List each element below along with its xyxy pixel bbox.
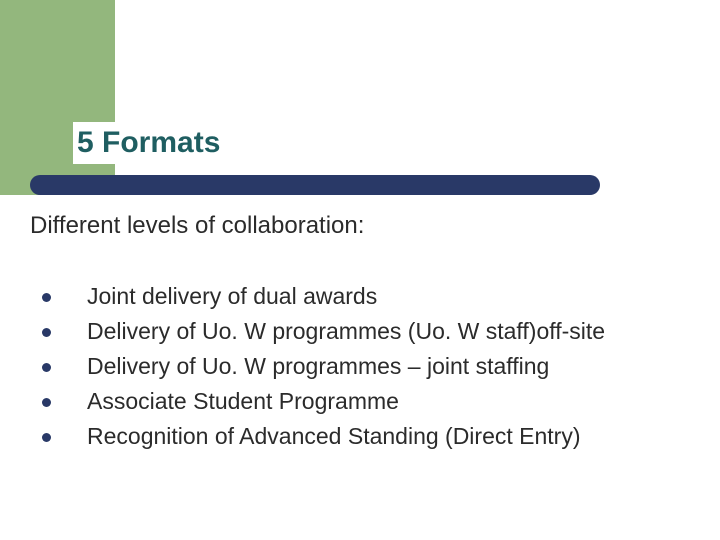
list-item-text: Delivery of Uo. W programmes – joint sta… <box>87 352 549 382</box>
list-item: Joint delivery of dual awards <box>42 282 690 312</box>
bullet-icon <box>42 328 51 337</box>
bullet-icon <box>42 398 51 407</box>
bullet-list: Joint delivery of dual awards Delivery o… <box>42 282 690 456</box>
list-item-text: Recognition of Advanced Standing (Direct… <box>87 422 581 452</box>
list-item: Recognition of Advanced Standing (Direct… <box>42 422 690 452</box>
bullet-icon <box>42 433 51 442</box>
bullet-icon <box>42 363 51 372</box>
slide-title: 5 Formats <box>73 122 228 164</box>
list-item: Delivery of Uo. W programmes (Uo. W staf… <box>42 317 690 347</box>
title-underline-bar <box>30 175 600 195</box>
list-item-text: Joint delivery of dual awards <box>87 282 377 312</box>
list-item-text: Delivery of Uo. W programmes (Uo. W staf… <box>87 317 605 347</box>
accent-block <box>0 0 115 195</box>
list-item: Associate Student Programme <box>42 387 690 417</box>
bullet-icon <box>42 293 51 302</box>
slide-subtitle: Different levels of collaboration: <box>30 212 364 240</box>
list-item: Delivery of Uo. W programmes – joint sta… <box>42 352 690 382</box>
list-item-text: Associate Student Programme <box>87 387 399 417</box>
